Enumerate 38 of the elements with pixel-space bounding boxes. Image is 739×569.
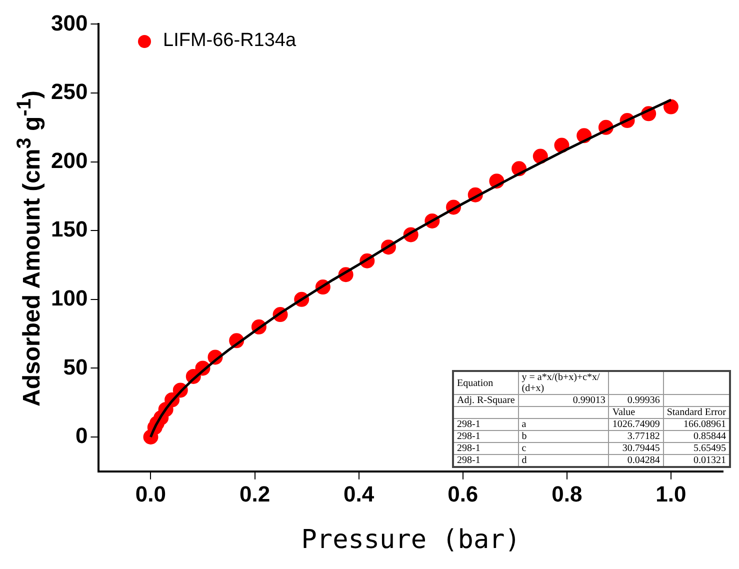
annotation: Adj. R-Square [453,394,518,406]
annotation: 166.08961 [663,418,730,430]
annotation: 298-1 [453,454,518,467]
x-tick-label: 0.0 [135,482,166,507]
annotation: y = a*x/(b+x)+c*x/(d+x) [518,371,609,394]
annotation: 5.65495 [663,442,730,454]
x-tick-label: 1.0 [656,482,686,507]
legend-label: LIFM-66-R134a [163,30,296,52]
annotation: 0.01321 [663,454,730,467]
x-tick-label: 0.2 [239,482,270,507]
annotation: b [518,430,609,442]
y-tick-label: 150 [50,216,88,242]
y-tick-label: 300 [50,10,88,36]
x-tick-label: 0.4 [344,482,375,507]
x-tick-label: 0.6 [448,482,478,507]
annotation: 1026.74909 [608,418,664,430]
annotation: d [518,454,609,467]
annotation: a [518,418,609,430]
annotation: 30.79445 [608,442,664,454]
annotation: 0.99013 [518,394,609,406]
annotation: 298-1 [453,430,518,442]
x-tick-label: 0.8 [552,482,582,507]
y-tick-label: 200 [50,148,88,173]
annotation: 0.04284 [608,454,664,467]
annotation: Value [608,406,664,418]
annotation: Equation [453,371,518,394]
annotation: Standard Error [663,406,730,418]
y-tick-label: 50 [63,354,88,380]
annotation: 0.85844 [663,430,730,442]
y-tick-label: 0 [75,423,88,448]
annotation: 3.77182 [608,430,664,442]
y-tick-label: 100 [50,285,88,310]
annotation: 0.99936 [608,394,664,406]
annotation: c [518,442,609,454]
annotation: 298-1 [453,442,518,454]
x-axis-title: Pressure (bar) [301,525,520,556]
annotation: 298-1 [453,418,518,430]
y-tick-label: 250 [50,79,88,104]
